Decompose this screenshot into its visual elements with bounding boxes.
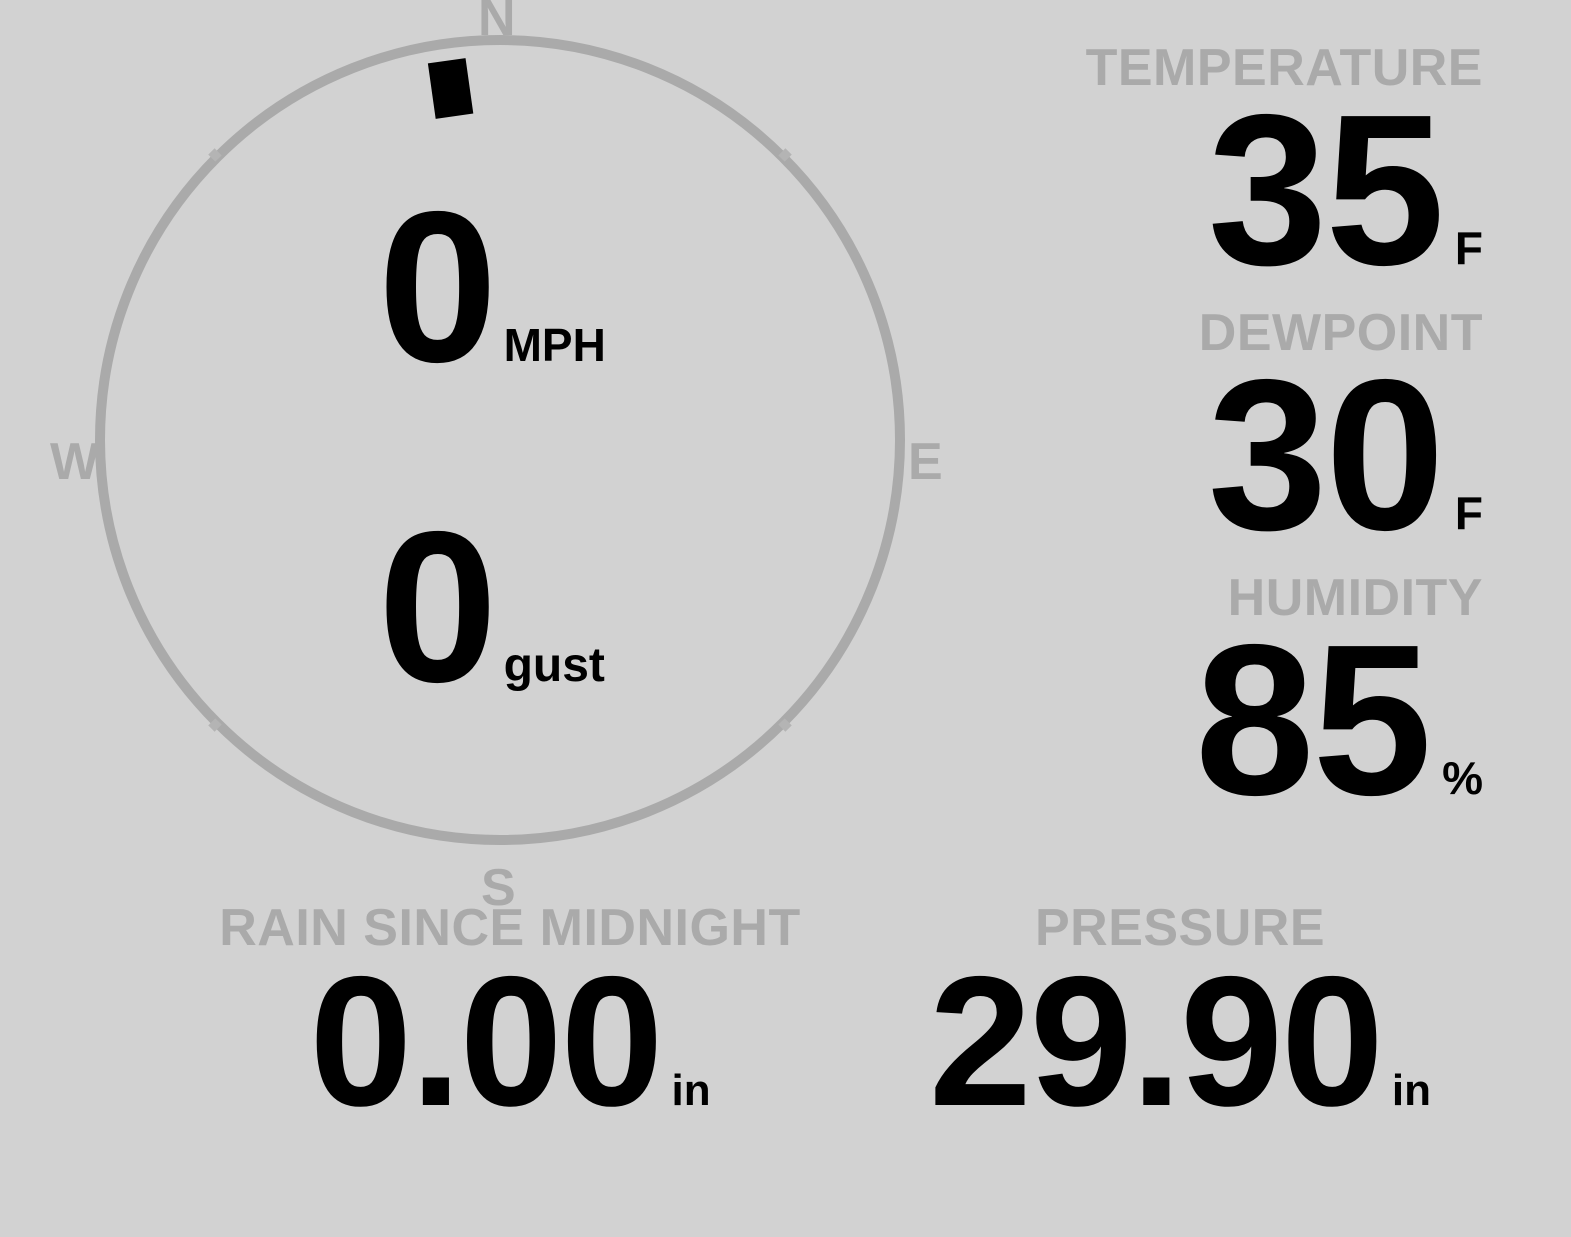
dewpoint-label: DEWPOINT: [1198, 304, 1483, 363]
pressure-label: PRESSURE: [1034, 899, 1326, 957]
humidity-value: 85: [1194, 599, 1432, 841]
dewpoint-unit: F: [1454, 487, 1483, 540]
compass-dial: [95, 35, 905, 845]
wind-speed-readout: 0 MPH: [378, 166, 606, 407]
humidity-unit: %: [1442, 752, 1483, 805]
compass-label-west: W: [50, 433, 100, 491]
compass-tick-marks: [208, 148, 792, 732]
rain-value-row: 0.00 in: [190, 950, 830, 1135]
humidity-label: HUMIDITY: [1227, 569, 1483, 628]
wind-gust-value: 0: [378, 486, 498, 727]
pressure-value: 29.90: [928, 939, 1384, 1146]
wind-speed-unit: MPH: [503, 319, 606, 371]
pressure-value-row: 29.90 in: [860, 950, 1500, 1135]
metric-temperature: TEMPERATURE 35 F: [883, 40, 1483, 297]
bottom-metrics-row: RAIN SINCE MIDNIGHT 0.00 in PRESSURE 29.…: [0, 900, 1571, 1160]
dewpoint-value: 30: [1207, 334, 1445, 576]
rain-unit: in: [671, 1066, 711, 1116]
compass-ring: [95, 35, 905, 845]
compass-label-south: S: [481, 859, 516, 917]
metrics-column: TEMPERATURE 35 F DEWPOINT 30 F HUMIDITY …: [883, 40, 1483, 835]
compass-label-east: E: [908, 433, 943, 491]
temperature-label: TEMPERATURE: [1085, 39, 1483, 97]
temperature-value: 35: [1207, 69, 1445, 311]
temperature-value-row: 35 F: [883, 82, 1483, 297]
metric-pressure: PRESSURE 29.90 in: [860, 900, 1500, 1135]
rain-value: 0.00: [309, 939, 663, 1146]
metric-rain: RAIN SINCE MIDNIGHT 0.00 in: [190, 900, 830, 1135]
metric-humidity: HUMIDITY 85 %: [883, 570, 1483, 827]
wind-gust-unit: gust: [503, 639, 605, 692]
wind-compass-panel: N S W E 0 MPH 0 gust: [0, 0, 1000, 914]
wind-speed-value: 0: [378, 166, 498, 407]
temperature-unit: F: [1454, 222, 1483, 275]
wind-direction-pointer: [427, 58, 474, 119]
pressure-unit: in: [1391, 1066, 1432, 1116]
compass-label-north: N: [478, 0, 516, 47]
humidity-value-row: 85 %: [883, 612, 1483, 827]
metric-dewpoint: DEWPOINT 30 F: [883, 305, 1483, 562]
wind-gust-readout: 0 gust: [378, 486, 605, 727]
rain-label: RAIN SINCE MIDNIGHT: [219, 899, 801, 957]
dewpoint-value-row: 30 F: [883, 347, 1483, 562]
